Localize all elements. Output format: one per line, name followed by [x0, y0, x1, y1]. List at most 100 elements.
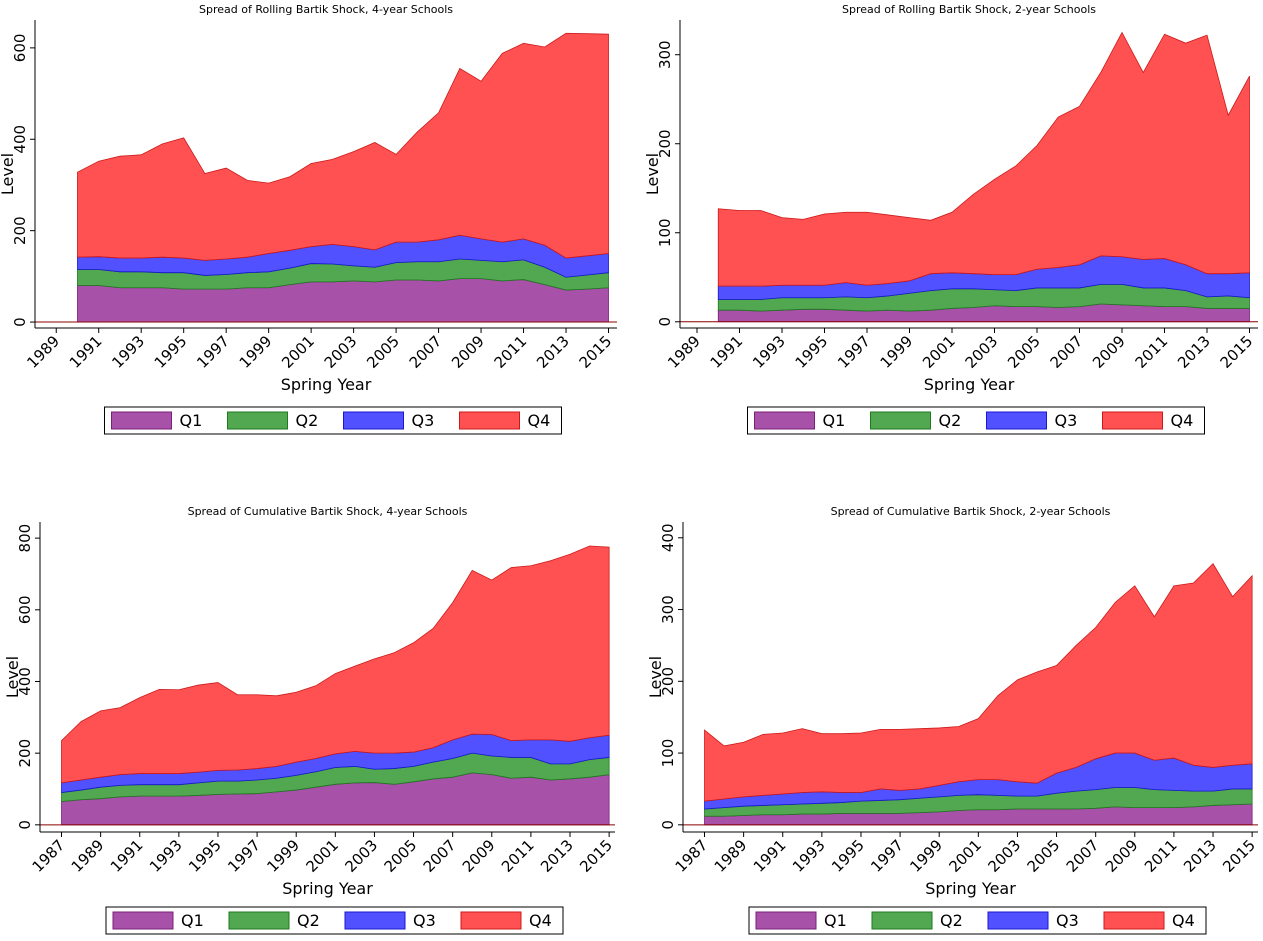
y-tick-label: 600	[16, 595, 34, 624]
y-tick-label: 800	[16, 524, 34, 553]
legend-label: Q2	[939, 411, 962, 430]
x-tick-label: 1999	[263, 836, 303, 876]
x-tick-label: 1991	[707, 332, 747, 372]
x-tick-label: 2009	[1102, 836, 1142, 876]
legend-label: Q3	[413, 911, 436, 930]
legend-swatch	[1102, 411, 1163, 430]
x-tick-label: 2005	[363, 332, 403, 372]
x-tick-label: 1989	[711, 836, 751, 876]
x-tick-label: 1989	[68, 836, 108, 876]
area	[717, 31, 1250, 287]
x-tick-label: 1987	[29, 836, 69, 876]
y-tick-label: 200	[16, 739, 34, 768]
chart-title: Spread of Rolling Bartik Shock, 2-year S…	[842, 3, 1096, 16]
legend-swatch	[871, 911, 933, 930]
legend-swatch	[754, 411, 815, 430]
chart-title: Spread of Cumulative Bartik Shock, 4-yea…	[188, 505, 468, 518]
x-tick-label: 2013	[1174, 332, 1214, 372]
x-tick-label: 2003	[321, 332, 361, 372]
legend-swatch	[343, 411, 404, 430]
area	[704, 562, 1253, 802]
legend-label: Q4	[1171, 411, 1194, 430]
legend-swatch	[460, 911, 522, 930]
y-tick-label: 100	[659, 739, 677, 768]
y-axis-label: Level	[646, 656, 665, 698]
legend-swatch	[228, 911, 290, 930]
x-tick-label: 2003	[962, 332, 1002, 372]
legend-swatch	[227, 411, 288, 430]
y-tick-label: 300	[656, 40, 674, 69]
legend-label: Q4	[529, 911, 552, 930]
x-tick-label: 1993	[108, 332, 148, 372]
x-tick-label: 2015	[1219, 836, 1259, 876]
x-tick-label: 1997	[867, 836, 907, 876]
x-tick-label: 2015	[1217, 332, 1257, 372]
x-tick-label: 1997	[193, 332, 233, 372]
x-tick-label: 2007	[1063, 836, 1103, 876]
x-tick-label: 1995	[151, 332, 191, 372]
x-tick-label: 2011	[1132, 332, 1172, 372]
x-tick-label: 2013	[1180, 836, 1220, 876]
legend-label: Q2	[296, 411, 319, 430]
x-tick-label: 2001	[919, 332, 959, 372]
legend-swatch	[987, 911, 1049, 930]
x-axis-label: Spring Year	[281, 375, 372, 394]
legend-label: Q3	[412, 411, 435, 430]
legend-label: Q1	[823, 411, 846, 430]
x-tick-label: 1995	[792, 332, 832, 372]
x-tick-label: 1989	[664, 332, 704, 372]
legend-swatch	[755, 911, 817, 930]
y-tick-label: 600	[11, 34, 29, 63]
x-tick-label: 2005	[1004, 332, 1044, 372]
panel: Spread of Cumulative Bartik Shock, 4-yea…	[3, 505, 616, 935]
x-tick-label: 2013	[537, 836, 577, 876]
legend-swatch	[344, 911, 406, 930]
legend-label: Q1	[181, 911, 204, 930]
legend-label: Q3	[1056, 911, 1079, 930]
x-tick-label: 2011	[1141, 836, 1181, 876]
x-tick-label: 1993	[749, 332, 789, 372]
legend-swatch	[112, 911, 174, 930]
y-tick-label: 0	[659, 820, 677, 830]
legend-swatch	[986, 411, 1047, 430]
x-tick-label: 1997	[224, 836, 264, 876]
x-tick-label: 2011	[491, 332, 531, 372]
y-tick-label: 0	[16, 820, 34, 830]
panel: Spread of Cumulative Bartik Shock, 2-yea…	[646, 505, 1259, 935]
y-tick-label: 400	[11, 125, 29, 154]
x-tick-label: 1995	[185, 836, 225, 876]
x-tick-label: 1999	[877, 332, 917, 372]
area	[77, 32, 609, 261]
x-tick-label: 2013	[533, 332, 573, 372]
panel: Spread of Rolling Bartik Shock, 4-year S…	[0, 3, 617, 435]
x-tick-label: 2007	[406, 332, 446, 372]
y-axis-label: Level	[643, 153, 662, 195]
y-tick-label: 100	[656, 218, 674, 247]
x-axis-label: Spring Year	[924, 375, 1015, 394]
x-tick-label: 2005	[381, 836, 421, 876]
x-tick-label: 2001	[302, 836, 342, 876]
legend-label: Q1	[180, 411, 203, 430]
x-tick-label: 1991	[750, 836, 790, 876]
legend-label: Q2	[297, 911, 320, 930]
y-axis-label: Level	[0, 153, 17, 195]
chart-title: Spread of Rolling Bartik Shock, 4-year S…	[199, 3, 453, 16]
panel: Spread of Rolling Bartik Shock, 2-year S…	[643, 3, 1258, 435]
legend-label: Q3	[1055, 411, 1078, 430]
x-tick-label: 2015	[576, 836, 616, 876]
legend-swatch	[1103, 911, 1165, 930]
y-tick-label: 200	[11, 216, 29, 245]
area	[61, 545, 610, 784]
x-axis-label: Spring Year	[925, 879, 1016, 898]
y-tick-label: 200	[659, 667, 677, 696]
x-tick-label: 1989	[23, 332, 63, 372]
x-tick-label: 2007	[420, 836, 460, 876]
x-tick-label: 2007	[1047, 332, 1087, 372]
legend-swatch	[870, 411, 931, 430]
x-tick-label: 2009	[1089, 332, 1129, 372]
x-axis-label: Spring Year	[282, 879, 373, 898]
legend-label: Q4	[528, 411, 551, 430]
x-tick-label: 2005	[1024, 836, 1064, 876]
x-tick-label: 2009	[459, 836, 499, 876]
x-tick-label: 1995	[828, 836, 868, 876]
